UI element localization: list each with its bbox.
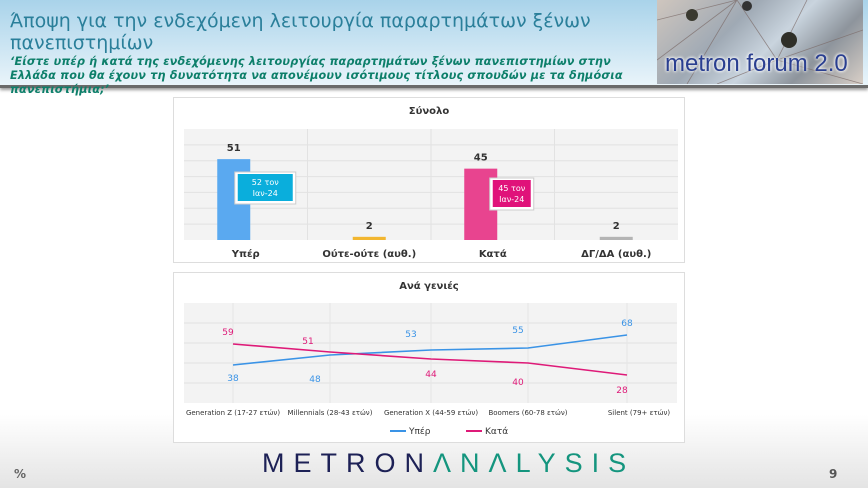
callout-text: Ιαν-24	[499, 195, 524, 204]
bar-value-label: 2	[366, 221, 373, 232]
line-chart-svg: 38 48 53 55 68 59 51 44 40 28 Generation Z (17-27 …	[184, 303, 677, 437]
logo-part-1: METRON	[262, 448, 433, 478]
bar-value-label: 51	[227, 143, 241, 154]
data-label: 28	[616, 386, 628, 396]
series-line-kata	[232, 343, 628, 376]
header: Άποψη για την ενδεχόμενη λειτουργία παρα…	[0, 0, 868, 96]
page-title: Άποψη για την ενδεχόμενη λειτουργία παρα…	[10, 10, 591, 54]
chart-title: Ανά γενιές	[399, 281, 459, 292]
data-label: 55	[512, 326, 523, 336]
callout-0	[237, 174, 293, 201]
series-line-yper	[232, 334, 628, 366]
legend-label: Κατά	[485, 427, 508, 437]
category-label: Millennials (28-43 ετών)	[288, 409, 373, 417]
chart-title: Σύνολο	[408, 106, 450, 117]
category-label: Generation Z (17-27 ετών)	[186, 409, 280, 417]
unit-label: %	[14, 467, 27, 481]
bar-value-label: 2	[613, 221, 620, 232]
metron-analysis-logo: METRONΛNΛLYSIS	[262, 448, 635, 479]
forum-logo-text: metron forum 2.0	[665, 50, 848, 77]
data-label: 53	[405, 330, 416, 340]
callout-text: Ιαν-24	[253, 189, 278, 198]
legend-label: Υπέρ	[408, 426, 431, 437]
callout-text: 52 τον	[252, 178, 279, 187]
category-label: Κατά	[479, 248, 507, 260]
bar-value-label: 45	[474, 153, 488, 164]
callout-text: 45 τον	[498, 184, 525, 193]
callout-1	[492, 180, 531, 207]
bar-chart-svg: 51 Υπέρ 2 Ούτε-ούτε (αυθ.) 45 Κατά 2 ΔΓ/ΔΑ (αυθ…	[184, 129, 678, 260]
data-label: 38	[227, 374, 239, 384]
data-label: 48	[309, 375, 321, 385]
category-label: ΔΓ/ΔΑ (αυθ.)	[581, 249, 651, 260]
bar-1	[352, 236, 386, 240]
data-label: 44	[425, 370, 437, 380]
metron-forum-logo-image: metron forum 2.0	[657, 0, 863, 84]
category-label: Generation X (44-59 ετών)	[384, 409, 478, 417]
logo-part-2: ΛNΛLYSIS	[433, 448, 636, 478]
data-label: 51	[302, 337, 313, 347]
generations-line-chart: Ανά γενιές 38 48 53 55 68 59 51 44 40 28 Generatio…	[173, 272, 685, 443]
data-label: 59	[222, 328, 234, 338]
page-number: 9	[829, 467, 838, 481]
bar-3	[599, 236, 633, 240]
category-label: Boomers (60-78 ετών)	[488, 409, 567, 417]
category-label: Υπέρ	[231, 248, 260, 260]
category-label: Silent (79+ ετών)	[608, 409, 671, 417]
category-label: Ούτε-ούτε (αυθ.)	[322, 248, 416, 260]
question-text: ‘Είστε υπέρ ή κατά της ενδεχόμενης λειτο…	[10, 55, 623, 96]
data-label: 68	[621, 319, 633, 329]
total-bar-chart: Σύνολο 51 Υπέρ 2 Ούτε-ούτε (αυθ.) 45 Κατά 2 ΔΓ/…	[173, 97, 685, 263]
data-label: 40	[512, 378, 524, 388]
